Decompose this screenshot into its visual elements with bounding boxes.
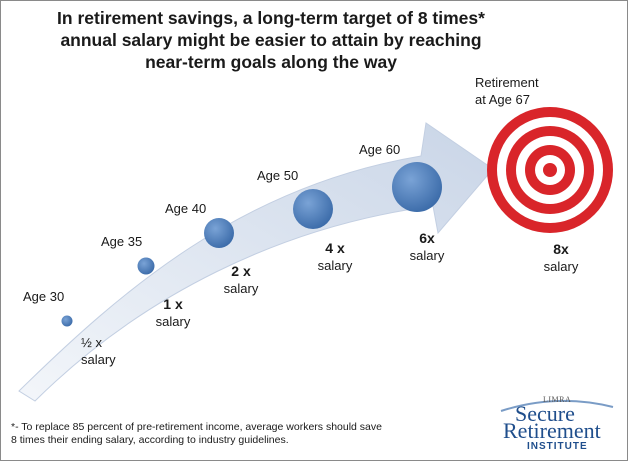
milestone-dot-age-60 [392,162,442,212]
logo-institute: INSTITUTE [527,441,588,452]
multiple-value: ½ x [81,335,102,350]
salary-multiple: 1 x salary [151,296,195,330]
multiple-unit: salary [409,248,445,263]
salary-multiple: ½ x salary [81,334,116,368]
multiple-unit: salary [223,281,259,296]
page-title: In retirement savings, a long-term targe… [31,7,511,73]
salary-multiple: 4 x salary [313,240,357,274]
footnote-line-1: *- To replace 85 percent of pre-retireme… [11,421,382,433]
multiple-unit: salary [543,259,579,274]
age-label: Age 35 [101,234,143,249]
retirement-label: Retirement at Age 67 [475,74,539,108]
retirement-label-line-2: at Age 67 [475,92,530,107]
bullseye-icon [487,107,613,233]
footnote: *- To replace 85 percent of pre-retireme… [11,421,451,447]
title-line-2: annual salary might be easier to attain … [60,30,482,50]
salary-multiple: 6x salary [405,230,449,264]
age-label: Age 40 [165,201,207,216]
retirement-label-line-1: Retirement [475,75,539,90]
multiple-unit: salary [155,314,191,329]
milestone-dot-age-50 [293,189,333,229]
salary-multiple: 2 x salary [219,263,263,297]
logo-secure: Secure [515,401,575,426]
milestone-dot-age-35 [137,257,155,275]
target-salary-multiple: 8x salary [539,241,583,275]
logo-retirement: Retirement [503,418,601,443]
multiple-value: 1 x [163,296,183,312]
multiple-unit: salary [317,258,353,273]
age-label: Age 60 [359,142,401,157]
milestone-dot-age-40 [204,218,234,248]
age-label: Age 30 [23,289,65,304]
multiple-value: 8x [553,241,569,257]
title-line-3: near-term goals along the way [145,52,397,72]
multiple-unit: salary [81,352,116,367]
multiple-value: 2 x [231,263,251,279]
secure-retirement-institute-logo: LIMRA Secure Retirement INSTITUTE [497,395,617,457]
title-line-1: In retirement savings, a long-term targe… [57,8,485,28]
multiple-value: 4 x [325,240,345,256]
footnote-line-2: 8 times their ending salary, according t… [11,434,289,446]
logo-swoosh [500,399,614,412]
age-label: Age 50 [257,168,299,183]
multiple-value: 6x [419,230,435,246]
logo-limra: LIMRA [543,395,572,404]
milestone-dot-age-30 [61,315,73,327]
